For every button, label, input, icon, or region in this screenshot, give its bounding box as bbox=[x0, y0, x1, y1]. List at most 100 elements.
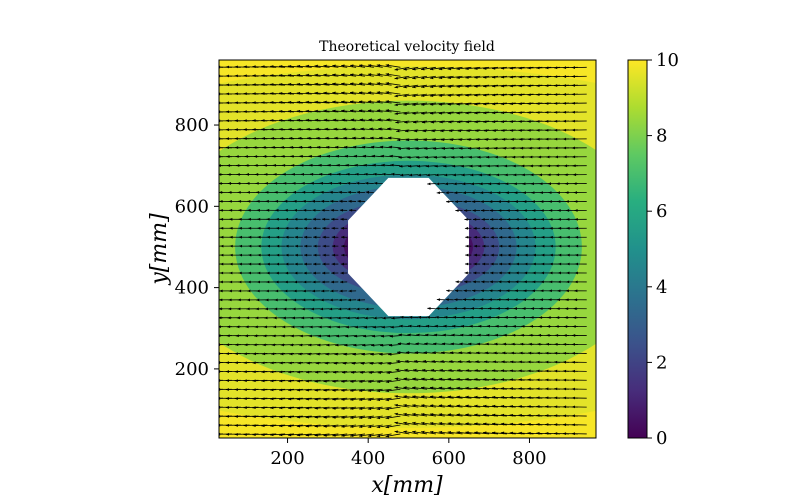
velocity-arrow bbox=[340, 271, 348, 275]
velocity-arrow bbox=[518, 413, 534, 417]
velocity-arrow bbox=[509, 422, 525, 426]
velocity-arrow bbox=[270, 127, 286, 131]
velocity-arrow bbox=[398, 333, 410, 337]
velocity-arrow bbox=[500, 413, 516, 417]
velocity-arrow bbox=[308, 334, 321, 338]
velocity-arrow bbox=[312, 217, 321, 221]
velocity-arrow bbox=[451, 333, 463, 337]
velocity-arrow bbox=[507, 253, 516, 257]
velocity-arrow bbox=[464, 271, 472, 275]
velocity-arrow bbox=[284, 289, 295, 293]
velocity-arrow bbox=[320, 289, 330, 293]
velocity-arrow bbox=[339, 208, 348, 212]
velocity-arrow bbox=[394, 403, 410, 408]
velocity-arrow bbox=[490, 271, 499, 275]
velocity-arrow bbox=[574, 253, 587, 257]
velocity-arrow bbox=[238, 235, 250, 239]
velocity-arrow bbox=[532, 244, 543, 248]
velocity-arrow bbox=[474, 102, 490, 106]
velocity-arrow bbox=[574, 289, 587, 293]
velocity-arrow bbox=[507, 271, 516, 275]
velocity-arrow bbox=[408, 324, 419, 328]
velocity-arrow bbox=[252, 74, 268, 78]
velocity-arrow bbox=[472, 280, 481, 284]
velocity-arrow bbox=[323, 424, 339, 428]
velocity-arrow bbox=[332, 388, 348, 392]
velocity-arrow bbox=[406, 147, 419, 150]
velocity-arrow bbox=[427, 307, 436, 310]
velocity-arrow bbox=[572, 173, 587, 177]
velocity-arrow bbox=[279, 424, 295, 428]
velocity-arrow bbox=[407, 155, 419, 159]
velocity-arrow bbox=[305, 82, 321, 86]
velocity-arrow bbox=[332, 415, 348, 419]
velocity-arrow bbox=[331, 217, 339, 221]
velocity-arrow bbox=[296, 64, 312, 68]
velocity-arrow bbox=[483, 422, 499, 426]
velocity-arrow bbox=[257, 226, 268, 230]
velocity-arrow bbox=[390, 325, 401, 329]
velocity-arrow bbox=[465, 377, 481, 381]
velocity-arrow bbox=[319, 316, 330, 320]
velocity-arrow bbox=[436, 191, 445, 195]
velocity-arrow bbox=[572, 316, 587, 320]
velocity-arrow bbox=[464, 226, 472, 230]
velocity-arrow bbox=[429, 377, 445, 381]
velocity-arrow bbox=[421, 75, 436, 80]
velocity-arrow bbox=[469, 173, 481, 177]
velocity-arrow bbox=[500, 84, 516, 88]
velocity-arrow bbox=[341, 244, 348, 248]
velocity-arrow bbox=[571, 360, 587, 364]
velocity-arrow bbox=[364, 181, 374, 185]
velocity-arrow bbox=[421, 404, 436, 408]
velocity-arrow bbox=[376, 424, 392, 429]
velocity-arrow bbox=[314, 109, 330, 113]
velocity-arrow bbox=[403, 430, 419, 435]
velocity-arrow bbox=[252, 424, 268, 427]
velocity-arrow bbox=[396, 138, 410, 142]
velocity-arrow bbox=[457, 369, 472, 372]
velocity-arrow bbox=[305, 424, 321, 428]
velocity-arrow bbox=[376, 433, 392, 438]
velocity-arrow bbox=[323, 406, 339, 410]
velocity-arrow bbox=[270, 74, 286, 77]
velocity-arrow bbox=[403, 395, 419, 399]
velocity-arrow bbox=[403, 403, 419, 408]
velocity-arrow bbox=[491, 120, 507, 124]
velocity-arrow bbox=[573, 191, 587, 194]
velocity-arrow bbox=[438, 93, 454, 97]
velocity-arrow bbox=[323, 415, 339, 419]
velocity-arrow bbox=[420, 395, 436, 399]
velocity-arrow bbox=[447, 422, 463, 426]
velocity-arrow bbox=[376, 109, 392, 113]
velocity-arrow bbox=[285, 262, 294, 266]
velocity-arrow bbox=[314, 424, 330, 428]
velocity-arrow bbox=[425, 333, 436, 337]
velocity-arrow bbox=[356, 298, 365, 302]
velocity-arrow bbox=[353, 343, 365, 347]
velocity-arrow bbox=[403, 386, 419, 390]
velocity-arrow bbox=[472, 289, 481, 293]
velocity-arrow bbox=[479, 191, 490, 195]
velocity-arrow bbox=[481, 271, 490, 275]
velocity-arrow bbox=[391, 316, 401, 320]
velocity-arrow bbox=[305, 64, 321, 68]
velocity-arrow bbox=[385, 100, 401, 104]
velocity-arrow bbox=[394, 111, 410, 115]
velocity-arrow bbox=[337, 172, 348, 176]
velocity-arrow bbox=[447, 102, 463, 106]
velocity-arrow bbox=[261, 128, 277, 131]
velocity-arrow bbox=[403, 66, 419, 71]
velocity-arrow bbox=[287, 64, 303, 68]
velocity-arrow bbox=[305, 406, 321, 410]
velocity-arrow bbox=[331, 271, 339, 275]
velocity-arrow bbox=[326, 154, 339, 158]
velocity-arrow bbox=[362, 154, 374, 158]
velocity-arrow bbox=[429, 111, 445, 115]
velocity-arrow bbox=[350, 406, 366, 410]
x-tick-label: 800 bbox=[512, 448, 546, 469]
velocity-arrow bbox=[571, 92, 587, 96]
velocity-arrow bbox=[321, 217, 330, 221]
velocity-arrow bbox=[456, 431, 472, 435]
velocity-arrow bbox=[387, 136, 401, 140]
